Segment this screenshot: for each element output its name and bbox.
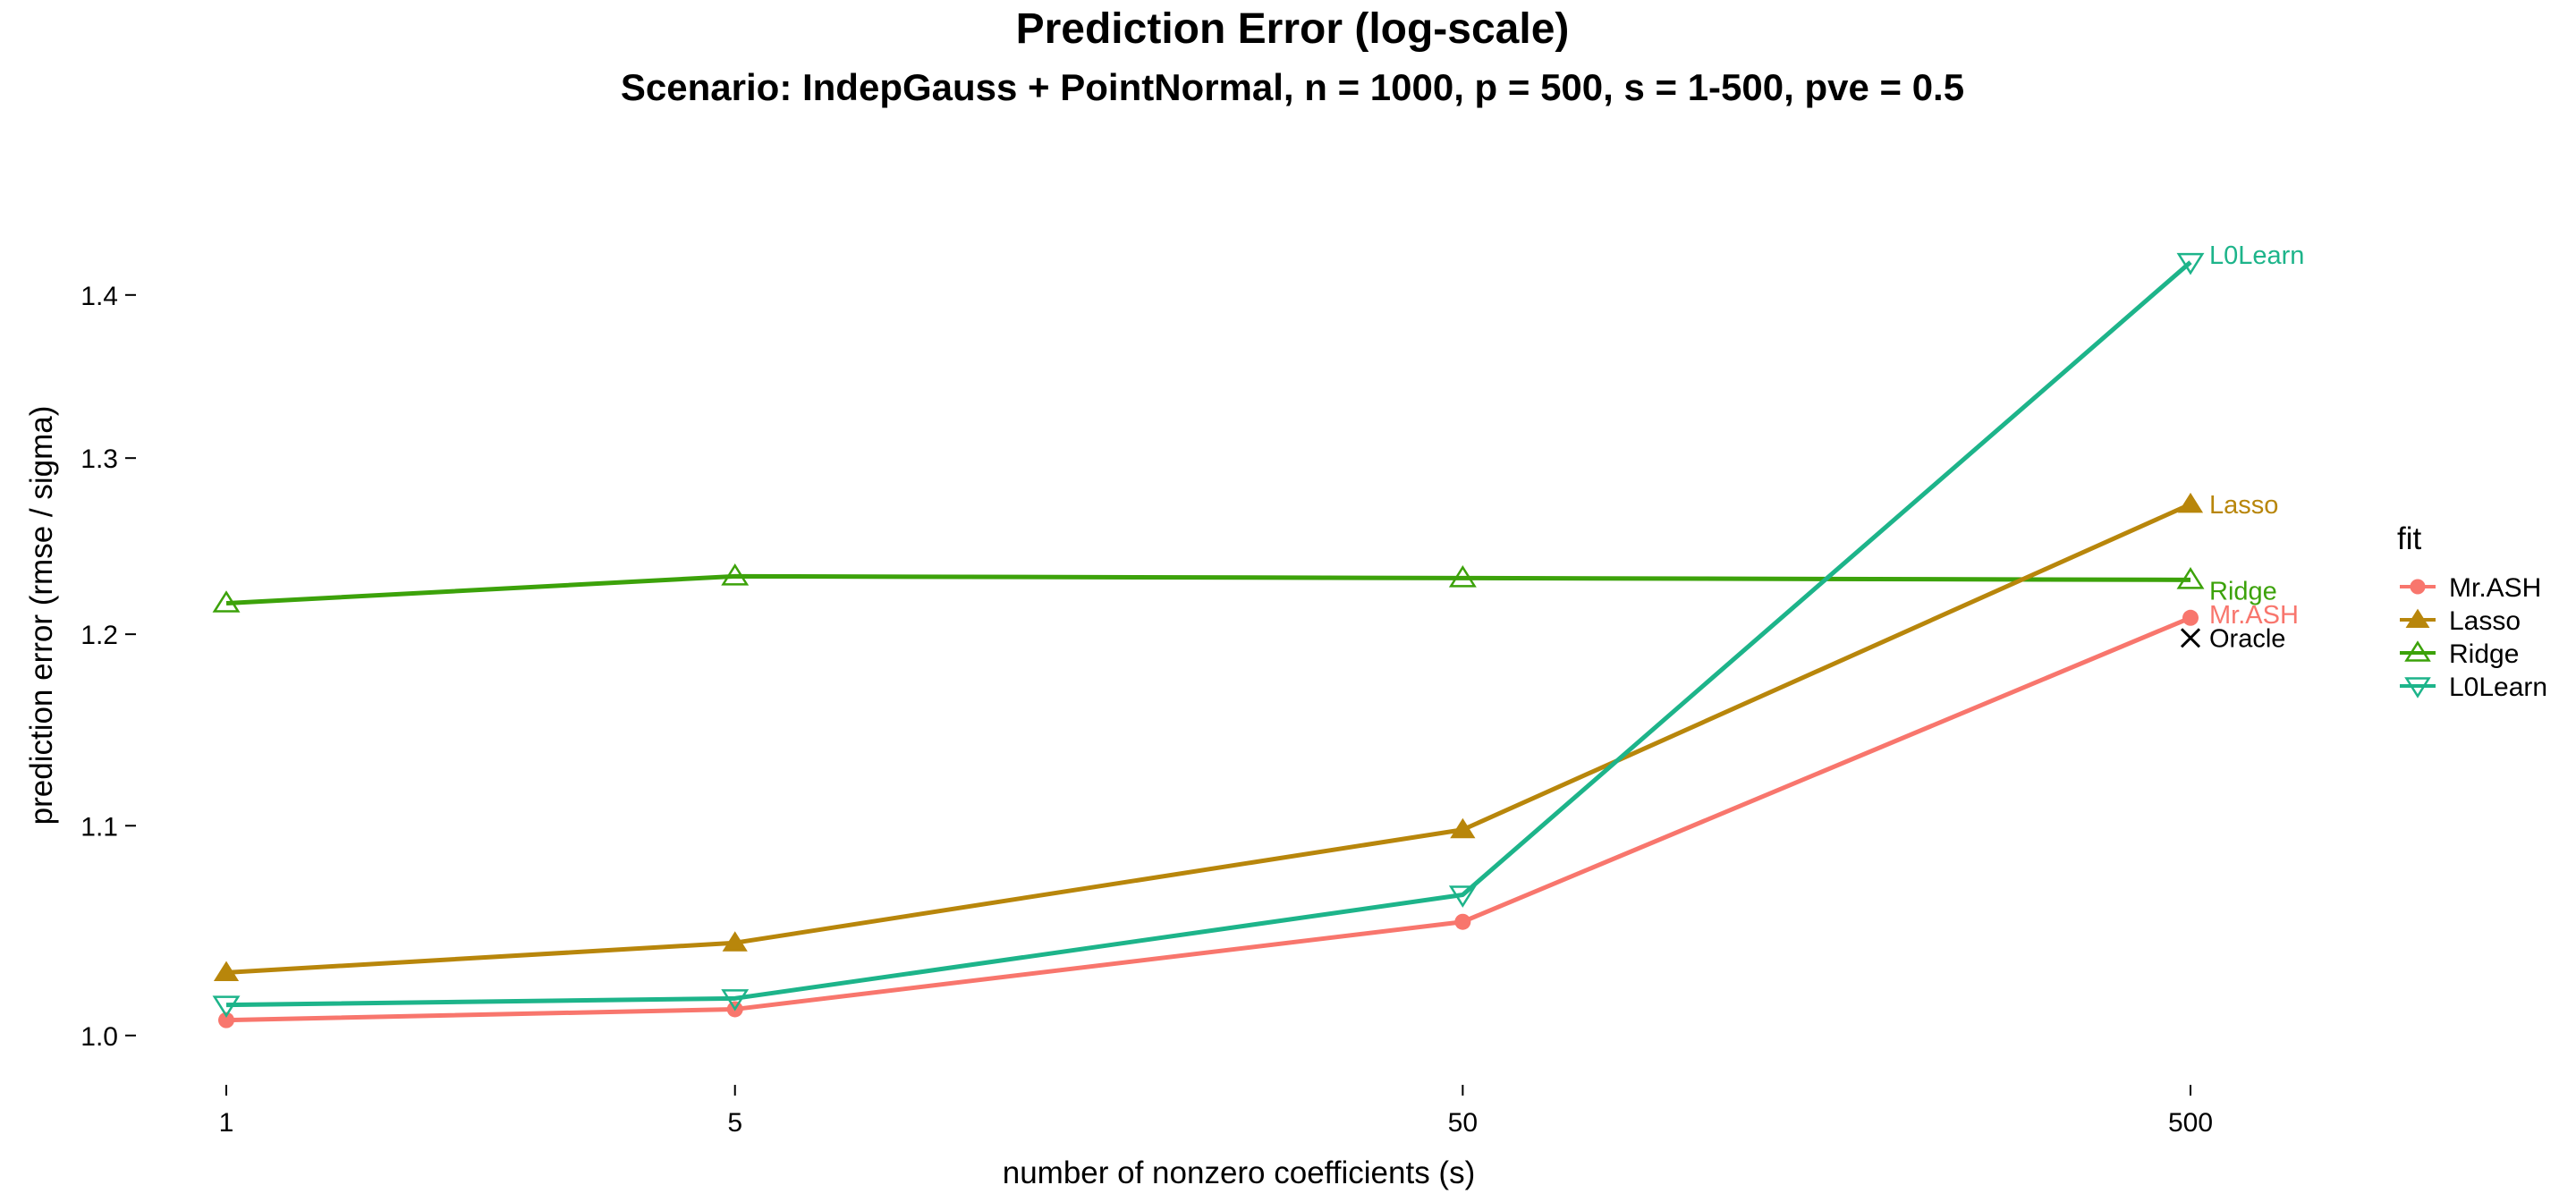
y-axis-title: prediction error (rmse / sigma)	[24, 406, 59, 825]
oracle-marker	[2180, 628, 2201, 648]
legend-item-lasso: Lasso	[2400, 606, 2521, 636]
legend-key-marker	[2410, 579, 2426, 595]
legend-title: fit	[2397, 521, 2422, 556]
plot-area: 1.0 1.1 1.2 1.3 1.4 1 5 50 500 L0Learn Lasso Ridg…	[80, 241, 2304, 1138]
x-axis-title: number of nonzero coefficients (s)	[1003, 1155, 1476, 1190]
legend-item-ridge: Ridge	[2400, 639, 2519, 669]
data-point-mr-ash	[1454, 913, 1471, 930]
data-point-l0learn	[212, 995, 241, 1018]
legend-item-l0learn: L0Learn	[2400, 673, 2547, 702]
series-end-label-mr-ash: Mr.ASH	[2209, 601, 2299, 630]
y-tick-label: 1.0	[80, 1022, 118, 1052]
legend-key-marker	[2404, 677, 2431, 698]
chart-subtitle: Scenario: IndepGauss + PointNormal, n = …	[621, 66, 1964, 108]
legend-label: L0Learn	[2449, 673, 2547, 702]
chart-title: Prediction Error (log-scale)	[1016, 5, 1570, 53]
oracle-label: Oracle	[2209, 624, 2285, 653]
oracle-annotation: Oracle	[2180, 624, 2285, 653]
legend-label: Ridge	[2449, 639, 2519, 669]
series-end-label-l0learn: L0Learn	[2209, 241, 2304, 270]
legend-label: Lasso	[2449, 606, 2521, 636]
data-point-lasso	[2177, 492, 2204, 513]
data-point-l0learn	[1448, 885, 1477, 908]
x-tick-label: 5	[727, 1108, 742, 1138]
data-point-lasso	[213, 961, 240, 981]
data-point-l0learn	[721, 989, 750, 1012]
x-tick-label: 1	[219, 1108, 234, 1138]
data-point-ridge	[2176, 567, 2205, 589]
data-point-ridge	[1448, 565, 1477, 588]
data-point-ridge	[721, 563, 750, 586]
legend-label: Mr.ASH	[2449, 573, 2541, 603]
legend-key-marker	[2405, 608, 2430, 629]
x-axis: 1 5 50 500	[219, 1085, 2213, 1138]
data-point-ridge	[212, 590, 241, 613]
x-tick-label: 50	[1448, 1108, 1478, 1138]
y-axis: 1.0 1.1 1.2 1.3 1.4	[80, 282, 136, 1052]
series-line-lasso	[225, 502, 2192, 975]
series-line-l0learn	[225, 260, 2192, 1008]
series-line-ridge	[225, 573, 2191, 606]
series-end-label-ridge: Ridge	[2209, 577, 2277, 605]
data-point-lasso	[722, 931, 748, 952]
data-point-l0learn	[2176, 252, 2205, 275]
series-lines	[225, 260, 2192, 1023]
y-tick-label: 1.2	[80, 621, 118, 650]
y-tick-label: 1.1	[80, 812, 118, 842]
series-end-label-lasso: Lasso	[2209, 491, 2278, 520]
data-point-mr-ash	[2182, 609, 2199, 626]
y-tick-label: 1.4	[80, 282, 118, 311]
series-markers	[212, 252, 2205, 1028]
y-tick-label: 1.3	[80, 444, 118, 474]
legend-item-mr-ash: Mr.ASH	[2400, 573, 2541, 603]
data-point-lasso	[1450, 817, 1476, 839]
legend-key-marker	[2404, 640, 2431, 662]
series-line-mr-ash	[225, 615, 2191, 1023]
x-tick-label: 500	[2168, 1108, 2213, 1138]
data-point-mr-ash	[218, 1012, 234, 1028]
